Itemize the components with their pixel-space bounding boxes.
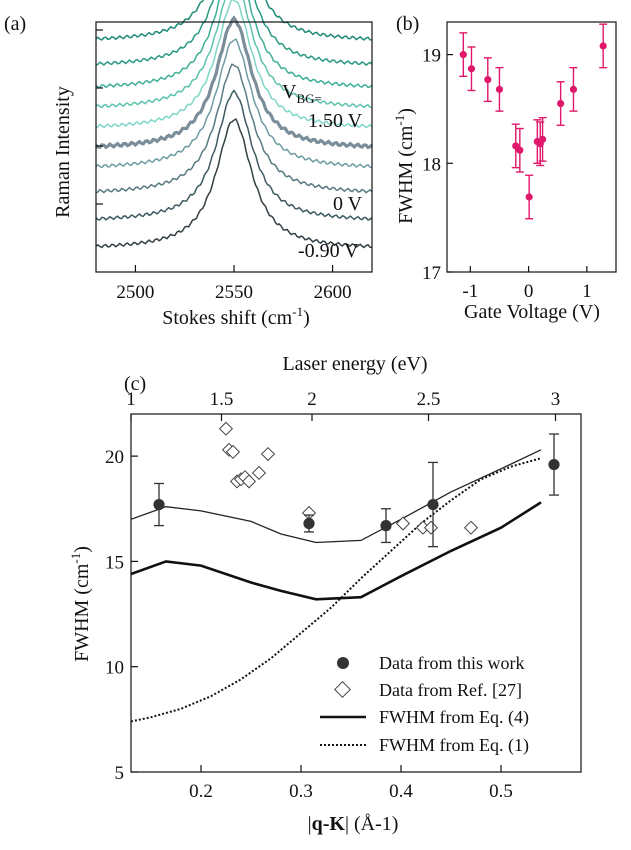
b-point-6	[525, 193, 533, 201]
c-ref27-point-7	[251, 465, 267, 481]
raman-curve-2	[95, 89, 373, 221]
panel-a-curves	[94, 0, 374, 249]
panel-b-frame	[446, 21, 617, 273]
panel-c-xlabel: |q-K| (Å-1)	[308, 813, 399, 835]
panel-b: (b) FWHM (cm-1) 17 18 19 -1 0 1 Gate Voltage …	[392, 13, 617, 323]
legend-marker-this-work	[337, 657, 349, 669]
c-toptick-label-1: 1.5	[210, 389, 234, 410]
panel-c-ref27-points	[218, 421, 479, 535]
legend-this-work: Data from this work	[379, 653, 524, 673]
b-point-3	[495, 85, 504, 93]
legend-eq4: FWHM from Eq. (4)	[379, 707, 529, 728]
panel-c-legend: Data from this work Data from Ref. [27] …	[320, 653, 529, 756]
c-toptick-label-0: 1	[126, 389, 136, 410]
raman-curve-1	[95, 118, 373, 249]
c-this-work-point-1	[303, 517, 315, 530]
panel-c-this-work-points	[153, 433, 560, 548]
annotation-1-50v: 1.50 V	[308, 110, 363, 132]
raman-curve-10	[95, 0, 373, 41]
b-point-9	[538, 135, 547, 143]
raman-curve-5	[94, 15, 374, 150]
b-point-12	[599, 42, 607, 50]
panel-b-label: (b)	[396, 13, 419, 35]
c-this-work-point-2	[380, 520, 392, 532]
panel-c-label: (c)	[124, 373, 146, 395]
panel-a-xlabel: Stokes shift (cm-1)	[162, 304, 310, 329]
annotation-0v: 0 V	[333, 193, 363, 215]
panel-a-xticks: 2500 2550 2600	[116, 265, 352, 303]
legend-eq1: FWHM from Eq. (1)	[379, 735, 529, 756]
c-ytick-label-0: 5	[115, 763, 125, 784]
c-ytick-label-1: 10	[105, 658, 124, 679]
c-xtick-label-0: 0.2	[189, 781, 213, 802]
b-point-0	[459, 51, 467, 59]
panel-a-ylabel: Raman Intensity	[52, 86, 74, 218]
c-ref27-point-8	[260, 446, 276, 462]
panel-a-yticks	[96, 29, 103, 205]
panel-b-ticks: 17 18 19 -1 0 1	[422, 46, 592, 302]
c-ref27-point-12	[423, 520, 439, 535]
c-eq1-line	[131, 457, 542, 723]
raman-curve-7	[95, 0, 373, 109]
b-ytick-label-0: 17	[422, 263, 441, 284]
raman-curve-4	[95, 38, 373, 169]
c-ref27-point-10	[395, 516, 411, 531]
c-ref27-point-13	[463, 520, 479, 535]
annotation-minus-0-90v: -0.90 V	[298, 240, 359, 262]
b-ytick-label-1: 18	[422, 154, 441, 175]
raman-curve-6	[95, 0, 373, 129]
b-point-5	[516, 146, 524, 154]
legend-ref27: Data from Ref. [27]	[379, 680, 522, 700]
c-ref27-point-0	[218, 421, 234, 436]
a-xtick-label-2: 2600	[314, 282, 352, 303]
a-xtick-label-0: 2500	[116, 282, 154, 303]
b-xtick-label-2: 1	[582, 281, 592, 302]
vbg-label: VBG=	[282, 81, 322, 106]
b-point-10	[557, 99, 565, 108]
panel-a-label: (a)	[4, 13, 26, 35]
c-this-work-point-4	[548, 458, 560, 471]
panel-c-ylabel: FWHM (cm-1)	[68, 546, 93, 662]
panel-c: (c) Laser energy (eV) FWHM (cm-1) 5 10 15 2…	[68, 353, 582, 835]
c-ytick-label-2: 15	[105, 552, 124, 573]
b-xtick-label-1: 0	[524, 281, 534, 302]
c-ref27-point-6	[241, 474, 257, 489]
c-thin-line	[131, 449, 542, 544]
panel-c-xlabel-unit: (Å-1)	[354, 813, 398, 835]
b-xtick-label-0: -1	[462, 281, 478, 302]
panel-c-top-xlabel: Laser energy (eV)	[282, 353, 427, 375]
b-ytick-label-2: 19	[422, 46, 441, 67]
panel-b-ylabel: FWHM (cm-1)	[392, 108, 417, 224]
a-xtick-label-1: 2550	[215, 282, 253, 303]
c-xtick-label-1: 0.3	[289, 781, 313, 802]
legend-marker-ref27	[334, 681, 351, 698]
c-toptick-label-2: 2	[307, 389, 317, 410]
raman-curve-9	[95, 0, 373, 67]
c-this-work-point-3	[427, 498, 439, 511]
c-ref27-point-2	[225, 444, 241, 459]
panel-c-lines	[131, 449, 542, 723]
c-toptick-label-4: 3	[551, 389, 561, 410]
c-ref27-point-9	[301, 505, 317, 521]
c-toptick-label-3: 2.5	[417, 389, 441, 410]
raman-curve-8	[95, 0, 373, 89]
b-point-2	[484, 76, 492, 84]
c-eq4-line	[131, 501, 542, 601]
c-xtick-label-2: 0.4	[389, 781, 413, 802]
c-ref27-point-11	[415, 520, 431, 535]
c-xtick-label-3: 0.5	[489, 781, 513, 802]
c-ytick-label-3: 20	[105, 447, 124, 468]
c-this-work-point-0	[153, 498, 165, 511]
b-point-11	[569, 85, 578, 93]
panel-c-ticks: 5 10 15 20 0.2 0.3 0.4 0.5 1 1.5 2 2.5 3	[105, 389, 560, 802]
panel-a: (a) Raman Intensity 2500 2550 2600 VBG= 1.…	[4, 0, 374, 329]
panel-b-xlabel: Gate Voltage (V)	[464, 301, 600, 323]
b-point-1	[467, 65, 476, 73]
panel-b-points	[459, 23, 608, 220]
panel-c-frame	[130, 413, 582, 773]
raman-curve-3	[95, 63, 373, 194]
